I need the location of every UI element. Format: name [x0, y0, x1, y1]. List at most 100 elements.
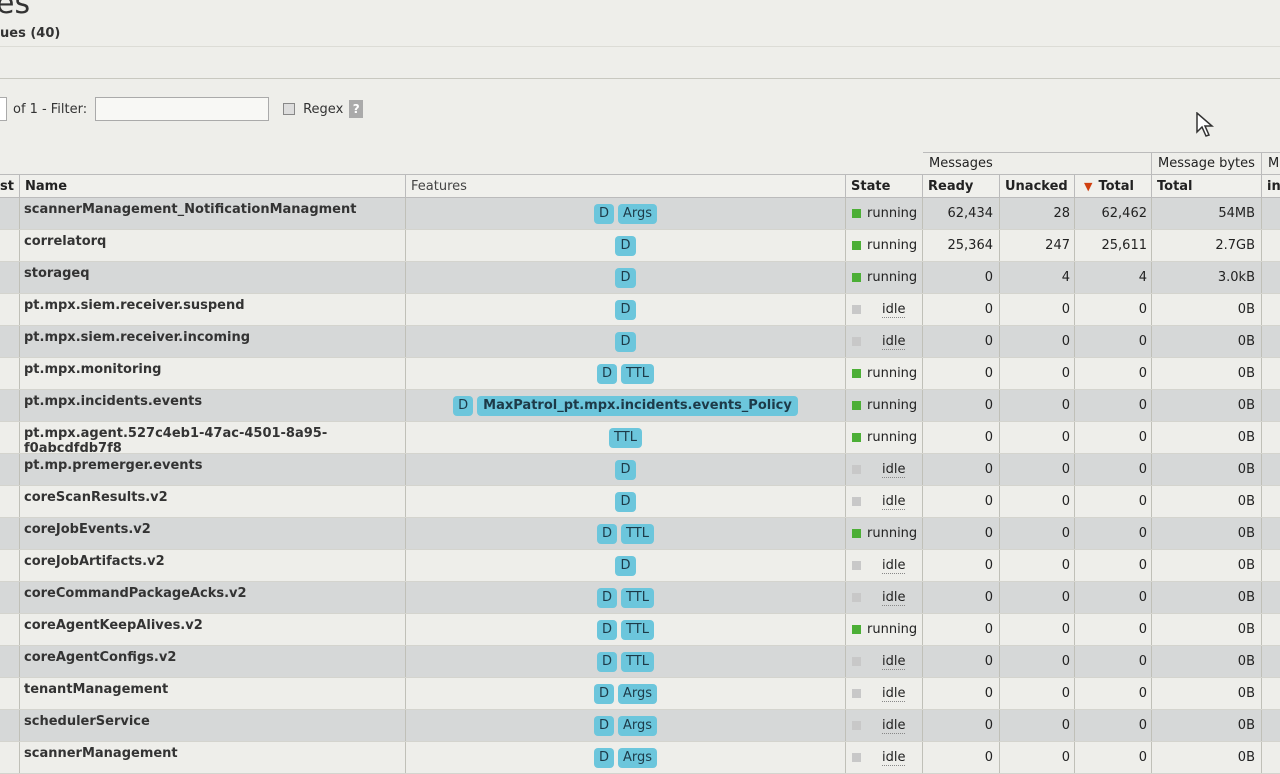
- feature-badge[interactable]: D: [593, 747, 614, 768]
- state-cell: idle: [846, 646, 923, 677]
- total-count: 62,462: [1075, 198, 1152, 229]
- extra-cell: [1262, 518, 1280, 549]
- column-header-name[interactable]: Name: [20, 174, 406, 197]
- extra-cell: [1262, 390, 1280, 421]
- table-row: pt.mpx.agent.527c4eb1-47ac-4501-8a95-f0a…: [0, 422, 1280, 456]
- feature-badge[interactable]: D: [615, 267, 636, 288]
- feature-badge[interactable]: D: [615, 299, 636, 320]
- page-title: es: [0, 0, 31, 21]
- row-checkbox-cell: [0, 678, 20, 709]
- state-indicator-icon: [852, 753, 861, 762]
- feature-badge[interactable]: TTL: [621, 587, 654, 608]
- column-header-total[interactable]: ▼ Total: [1075, 174, 1152, 197]
- bytes-total: 0B: [1152, 550, 1262, 581]
- filter-input[interactable]: [95, 97, 270, 121]
- mouse-cursor-icon: [1196, 112, 1214, 137]
- queue-name-link[interactable]: pt.mpx.siem.receiver.incoming: [20, 326, 406, 357]
- queue-name-link[interactable]: scannerManagement: [20, 742, 406, 773]
- feature-badge[interactable]: D: [615, 491, 636, 512]
- state-cell: running: [846, 230, 923, 261]
- queue-name-link[interactable]: coreAgentKeepAlives.v2: [20, 614, 406, 645]
- feature-badge[interactable]: D: [593, 203, 614, 224]
- feature-badge[interactable]: D: [593, 683, 614, 704]
- bytes-total: 0B: [1152, 454, 1262, 485]
- state-indicator-icon: [852, 593, 861, 602]
- state-cell: running: [846, 518, 923, 549]
- column-header-features[interactable]: Features: [406, 174, 846, 197]
- state-label: running: [867, 430, 918, 445]
- features-cell: D: [406, 486, 846, 517]
- unacked-count: 0: [1000, 646, 1075, 677]
- total-count: 0: [1075, 294, 1152, 325]
- feature-badge[interactable]: Args: [617, 747, 658, 768]
- column-header-bytes-total[interactable]: Total: [1152, 174, 1262, 197]
- page-select[interactable]: [0, 97, 7, 121]
- feature-badge[interactable]: Args: [617, 715, 658, 736]
- queue-name-link[interactable]: pt.mpx.monitoring: [20, 358, 406, 389]
- feature-badge[interactable]: D: [597, 619, 618, 640]
- feature-badge[interactable]: D: [597, 363, 618, 384]
- feature-badge[interactable]: D: [597, 523, 618, 544]
- feature-badge[interactable]: D: [615, 555, 636, 576]
- feature-badge[interactable]: D: [615, 331, 636, 352]
- state-indicator-icon: [852, 209, 861, 218]
- queues-section-header[interactable]: ues (40): [0, 26, 61, 41]
- state-label: idle: [882, 685, 906, 702]
- row-checkbox-cell: [0, 518, 20, 549]
- column-header-ready[interactable]: Ready: [923, 174, 1000, 197]
- features-cell: D MaxPatrol_pt.mpx.incidents.events_Polic…: [406, 390, 846, 421]
- queue-name-link[interactable]: pt.mp.premerger.events: [20, 454, 406, 485]
- feature-badge[interactable]: D: [593, 715, 614, 736]
- table-row: pt.mpx.monitoring D TTL running 0 0 0 0B: [0, 358, 1280, 390]
- extra-cell: [1262, 550, 1280, 581]
- queue-name-link[interactable]: coreAgentConfigs.v2: [20, 646, 406, 677]
- column-header-unacked[interactable]: Unacked: [1000, 174, 1075, 197]
- column-header-extra[interactable]: in: [1262, 174, 1280, 197]
- help-icon[interactable]: ?: [349, 100, 364, 118]
- queue-name-link[interactable]: schedulerService: [20, 710, 406, 741]
- feature-badge[interactable]: MaxPatrol_pt.mpx.incidents.events_Policy: [477, 395, 798, 416]
- bytes-total: 0B: [1152, 486, 1262, 517]
- feature-badge[interactable]: TTL: [621, 363, 654, 384]
- total-count: 4: [1075, 262, 1152, 293]
- feature-badge[interactable]: D: [615, 235, 636, 256]
- column-header-state[interactable]: State: [846, 174, 923, 197]
- table-header: Messages Message bytes M st Name Feature…: [0, 152, 1280, 198]
- feature-badge[interactable]: TTL: [621, 523, 654, 544]
- regex-checkbox[interactable]: [283, 103, 296, 115]
- unacked-count: 0: [1000, 710, 1075, 741]
- queue-name-link[interactable]: storageq: [20, 262, 406, 293]
- queue-name-link[interactable]: correlatorq: [20, 230, 406, 261]
- feature-badge[interactable]: D: [453, 395, 474, 416]
- feature-badge[interactable]: D: [597, 587, 618, 608]
- feature-badge[interactable]: D: [615, 459, 636, 480]
- total-count: 0: [1075, 582, 1152, 613]
- queue-name-link[interactable]: coreCommandPackageAcks.v2: [20, 582, 406, 613]
- queue-name-link[interactable]: pt.mpx.incidents.events: [20, 390, 406, 421]
- queue-name-link[interactable]: pt.mpx.siem.receiver.suspend: [20, 294, 406, 325]
- queue-name-link[interactable]: tenantManagement: [20, 678, 406, 709]
- state-cell: running: [846, 614, 923, 645]
- feature-badge[interactable]: Args: [617, 683, 658, 704]
- queue-name-link[interactable]: scannerManagement_NotificationManagment: [20, 198, 406, 229]
- column-header-first[interactable]: st: [0, 174, 20, 197]
- queue-name-link[interactable]: coreJobEvents.v2: [20, 518, 406, 549]
- unacked-count: 4: [1000, 262, 1075, 293]
- queue-name-link[interactable]: coreScanResults.v2: [20, 486, 406, 517]
- extra-cell: [1262, 646, 1280, 677]
- feature-badge[interactable]: D: [597, 651, 618, 672]
- feature-badge[interactable]: Args: [617, 203, 658, 224]
- features-cell: D Args: [406, 710, 846, 741]
- feature-badge[interactable]: TTL: [609, 427, 642, 448]
- unacked-count: 0: [1000, 294, 1075, 325]
- feature-badge[interactable]: TTL: [621, 619, 654, 640]
- queue-name-link[interactable]: coreJobArtifacts.v2: [20, 550, 406, 581]
- feature-badge[interactable]: TTL: [621, 651, 654, 672]
- queue-name-link[interactable]: pt.mpx.agent.527c4eb1-47ac-4501-8a95-f0a…: [20, 422, 406, 456]
- section-divider: [0, 46, 1280, 47]
- state-indicator-icon: [852, 529, 861, 538]
- unacked-count: 0: [1000, 550, 1075, 581]
- unacked-count: 0: [1000, 358, 1075, 389]
